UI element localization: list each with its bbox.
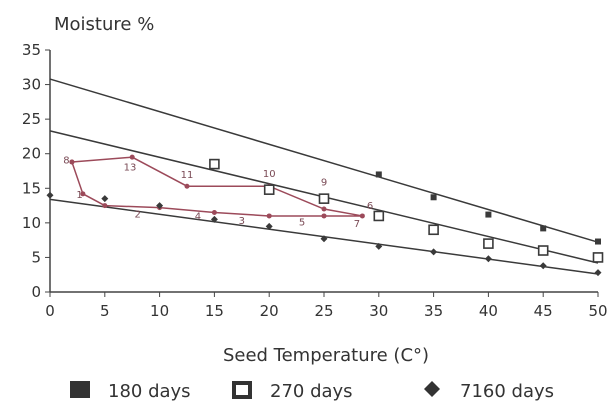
x-tick-label: 20 <box>260 302 279 320</box>
data-point <box>539 262 547 270</box>
data-point <box>594 269 602 277</box>
data-point <box>318 193 330 204</box>
annotation-label: 11 <box>181 170 194 181</box>
x-tick-label: 25 <box>314 302 333 320</box>
data-point <box>375 171 382 178</box>
y-tick-label: 5 <box>31 248 41 266</box>
x-tick-label: 30 <box>369 302 388 320</box>
data-point <box>430 194 437 201</box>
annotation-label: 13 <box>124 162 137 173</box>
data-point <box>210 215 218 223</box>
sequence-path-point <box>321 206 327 212</box>
data-point <box>263 184 275 195</box>
x-tick-label: 10 <box>150 302 169 320</box>
sequence-path-point <box>211 209 217 215</box>
sequence-path-point <box>102 203 108 209</box>
y-tick-label: 15 <box>22 179 41 197</box>
sequence-path-point <box>321 213 327 219</box>
x-tick-label: 5 <box>100 302 110 320</box>
trend-line <box>49 78 599 243</box>
annotation-label: 6 <box>367 201 373 212</box>
data-point <box>375 242 383 250</box>
x-tick-label: 35 <box>424 302 443 320</box>
data-point <box>265 222 273 230</box>
data-point <box>430 248 438 256</box>
legend: 180 days 270 days 7160 days <box>70 381 554 402</box>
data-point <box>592 252 604 263</box>
legend-item: 7160 days <box>424 381 554 402</box>
x-axis-label: Seed Temperature (C°) <box>223 345 429 366</box>
x-tick-label: 40 <box>479 302 498 320</box>
annotation-label: 10 <box>263 169 276 180</box>
annotations: 8 13 11 10 9 67 5 3 4 2 1 <box>63 155 373 230</box>
annotation-label: 4 <box>195 211 201 222</box>
y-tick-label: 35 <box>22 41 41 59</box>
sequence-path-point <box>184 183 190 189</box>
annotation-label: 2 <box>134 209 140 220</box>
legend-hollow-square-icon <box>232 381 252 399</box>
y-tick-label: 10 <box>22 214 41 232</box>
data-point <box>373 210 385 222</box>
data-point <box>485 211 492 218</box>
annotation-label: 3 <box>239 216 245 227</box>
data-point <box>595 238 601 245</box>
sequence-path-point <box>359 213 365 219</box>
legend-diamond-icon <box>424 381 440 397</box>
data-point <box>320 235 328 243</box>
x-tick-label: 50 <box>588 302 607 320</box>
annotation-label: 9 <box>321 178 327 189</box>
y-tick-label: 0 <box>31 283 41 301</box>
legend-label: 270 days <box>270 381 353 402</box>
data-point <box>484 255 492 263</box>
x-tick-label: 45 <box>534 302 553 320</box>
data-point <box>540 225 547 232</box>
y-tick-label: 30 <box>22 76 41 94</box>
y-tick-label: 20 <box>22 145 41 163</box>
data-points <box>46 158 604 277</box>
legend-item: 270 days <box>232 381 353 402</box>
data-point <box>101 195 109 203</box>
annotation-label: 5 <box>299 218 305 229</box>
sequence-path-point <box>129 154 135 160</box>
annotation-label: 8 <box>63 155 69 166</box>
legend-label: 7160 days <box>460 381 554 402</box>
x-tick-label: 0 <box>45 302 55 320</box>
sequence-path-point <box>266 213 272 219</box>
y-tick-label: 25 <box>22 110 41 128</box>
sequence-path-point <box>69 159 75 165</box>
legend-label: 180 days <box>108 381 191 402</box>
data-point <box>209 158 220 170</box>
annotation-label: 1 <box>76 190 82 201</box>
data-point <box>537 245 549 256</box>
sequence-path-point <box>80 191 86 197</box>
x-tick-label: 15 <box>205 302 224 320</box>
data-point <box>46 191 54 199</box>
data-point <box>483 238 494 249</box>
legend-square-icon <box>70 381 90 398</box>
data-point <box>428 224 439 236</box>
legend-item: 180 days <box>70 381 191 402</box>
annotation-label: 7 <box>354 219 360 230</box>
data-point <box>156 202 164 210</box>
y-axis-label: Moisture % <box>54 14 154 35</box>
